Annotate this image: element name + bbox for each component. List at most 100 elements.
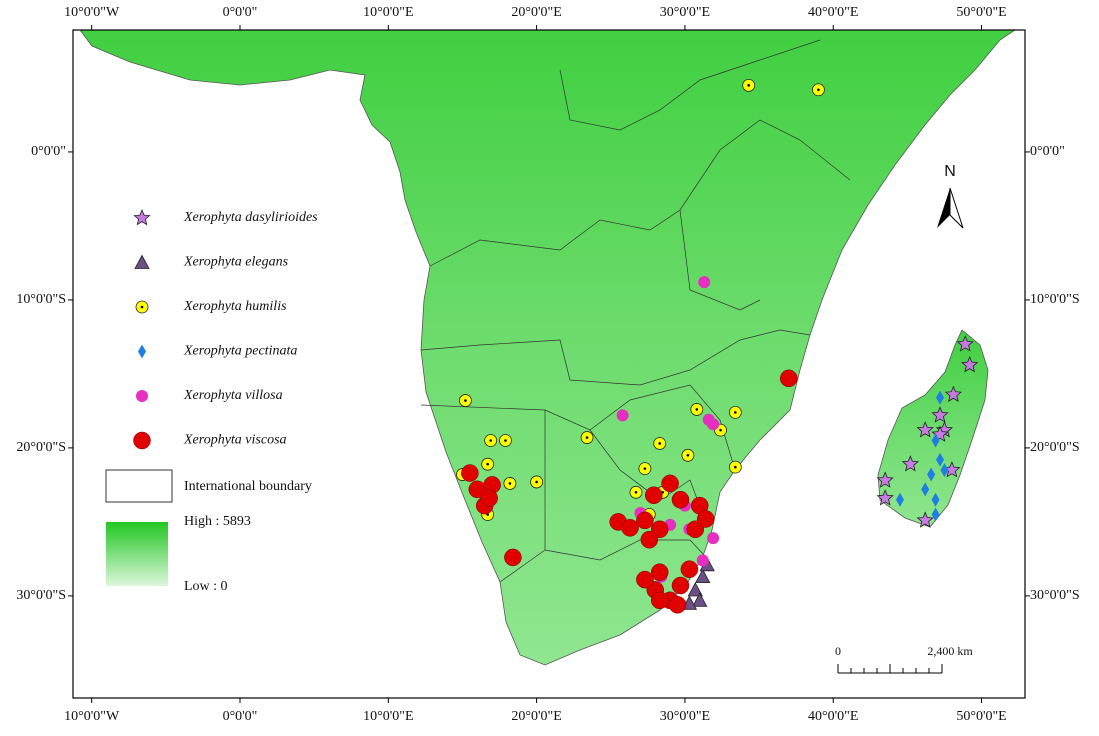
x-tick-label: 20°0'0"E	[511, 709, 561, 724]
marker-center	[489, 439, 492, 442]
marker-star	[961, 355, 979, 373]
marker-diamond	[940, 463, 949, 478]
marker-star	[931, 406, 949, 423]
map-frame	[72, 29, 1026, 699]
x-tick-label: 10°0'0"W	[64, 5, 120, 20]
y-tick-label: 0°0'0"	[31, 144, 66, 159]
marker-triangle	[695, 568, 711, 584]
north-arrow	[949, 187, 964, 229]
scale-end: 2,400 km	[927, 644, 973, 658]
marker-center	[686, 454, 690, 457]
marker-center	[643, 467, 647, 470]
marker-circle	[779, 369, 798, 388]
y-tick-label: 0°0'0"	[1030, 144, 1065, 159]
legend-label: Xerophyta dasylirioides	[183, 210, 318, 225]
elevation-ramp	[106, 522, 168, 586]
marker-center	[508, 482, 512, 485]
marker-circle	[461, 464, 479, 482]
marker-triangle	[692, 592, 708, 607]
marker-circle	[707, 418, 720, 431]
x-tick-label: 10°0'0"E	[363, 709, 413, 724]
x-tick-label: 50°0'0"E	[956, 709, 1006, 724]
legend-label: Xerophyta viscosa	[183, 433, 287, 448]
legend-label: Xerophyta villosa	[183, 388, 283, 403]
north-label: N	[944, 163, 956, 180]
y-tick-label: 20°0'0"S	[1030, 440, 1080, 455]
marker-circle	[707, 532, 720, 545]
marker-circle	[671, 490, 690, 509]
marker-center	[817, 88, 820, 92]
marker-center	[695, 408, 699, 411]
marker-diamond	[927, 467, 936, 482]
marker-center	[535, 480, 538, 484]
y-tick-label: 30°0'0"S	[16, 588, 66, 603]
marker-circle	[636, 570, 654, 589]
north-arrow	[937, 188, 950, 228]
marker-circle	[616, 409, 629, 422]
marker-star	[916, 421, 934, 438]
marker-star	[876, 489, 894, 506]
marker-circle	[668, 596, 687, 614]
marker-circle	[680, 560, 699, 579]
y-tick-label: 10°0'0"S	[16, 292, 66, 307]
x-tick-label: 30°0'0"E	[660, 709, 710, 724]
legend-label: Xerophyta humilis	[183, 299, 287, 314]
marker-center	[719, 428, 722, 432]
marker-circle	[621, 519, 639, 537]
boundary-label: International boundary	[184, 479, 312, 494]
x-tick-label: 0°0'0"	[223, 5, 258, 20]
land	[79, 30, 1016, 666]
marker-center	[734, 465, 737, 469]
marker-circle	[504, 548, 522, 567]
boundary-swatch	[105, 469, 173, 503]
marker-circle	[661, 474, 679, 493]
marker-star	[901, 455, 919, 472]
marker-circle	[480, 489, 498, 507]
x-tick-label: 0°0'0"	[223, 709, 258, 724]
x-tick-label: 20°0'0"E	[511, 5, 561, 20]
marker-circle	[696, 554, 709, 567]
marker-star	[133, 208, 151, 226]
y-tick-label: 10°0'0"S	[1030, 292, 1080, 307]
marker-circle	[696, 510, 715, 528]
marker-triangle	[134, 254, 150, 269]
x-tick-label: 50°0'0"E	[956, 5, 1006, 20]
y-tick-label: 20°0'0"S	[16, 440, 66, 455]
marker-star	[876, 471, 894, 488]
marker-center	[747, 84, 750, 87]
marker-center	[140, 305, 144, 309]
y-tick-label: 30°0'0"S	[1030, 588, 1080, 603]
x-tick-label: 10°0'0"W	[64, 709, 120, 724]
marker-center	[464, 399, 467, 402]
x-tick-label: 30°0'0"E	[660, 5, 710, 20]
marker-center	[658, 442, 662, 445]
x-tick-label: 40°0'0"E	[808, 5, 858, 20]
marker-circle	[650, 563, 669, 581]
scale-bar	[837, 664, 943, 674]
marker-center	[585, 436, 589, 439]
elevation-high: High : 5893	[184, 514, 251, 529]
marker-star	[916, 511, 934, 528]
marker-star	[956, 335, 974, 352]
scale-start: 0	[835, 644, 841, 658]
marker-circle	[136, 390, 148, 402]
marker-circle	[133, 431, 151, 450]
marker-diamond	[138, 344, 146, 359]
marker-diamond	[921, 482, 930, 497]
marker-center	[734, 411, 737, 414]
marker-circle	[645, 486, 663, 505]
marker-diamond	[936, 390, 945, 405]
marker-diamond	[895, 492, 904, 507]
marker-center	[634, 491, 638, 494]
marker-diamond	[931, 433, 940, 448]
marker-triangle	[687, 582, 703, 597]
marker-center	[486, 462, 489, 466]
legend-label: Xerophyta elegans	[183, 255, 289, 270]
marker-circle	[698, 276, 711, 289]
marker-diamond	[931, 507, 940, 522]
marker-star	[944, 385, 962, 402]
marker-diamond	[936, 452, 945, 467]
marker-circle	[671, 576, 690, 595]
x-tick-label: 40°0'0"E	[808, 709, 858, 724]
